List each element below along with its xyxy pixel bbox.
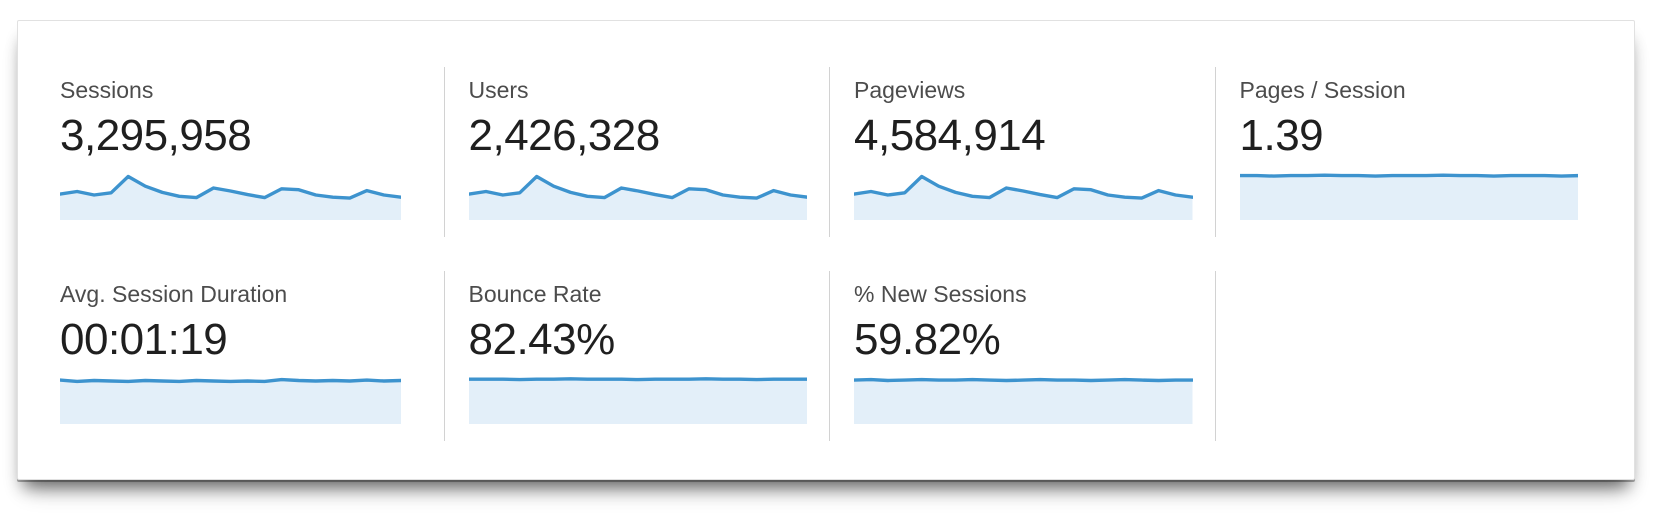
metric-card-avg-session-duration[interactable]: Avg. Session Duration 00:01:19 xyxy=(58,271,444,441)
metric-label: Sessions xyxy=(60,77,154,103)
users-sparkline-chart xyxy=(468,174,807,220)
empty-grid-cell xyxy=(1214,271,1601,441)
metric-label: Pages / Session xyxy=(1239,77,1406,103)
sessions-sparkline-chart xyxy=(60,174,401,220)
metric-card-percent-new-sessions[interactable]: % New Sessions 59.82% xyxy=(829,271,1215,441)
metric-value: 00:01:19 xyxy=(60,315,228,365)
metric-label: Bounce Rate xyxy=(468,281,602,307)
metric-label: % New Sessions xyxy=(854,281,1027,307)
metric-label: Avg. Session Duration xyxy=(60,281,288,307)
metric-card-bounce-rate[interactable]: Bounce Rate 82.43% xyxy=(443,271,830,441)
metric-value: 2,426,328 xyxy=(468,111,661,161)
percent-new-sessions-sparkline-chart xyxy=(854,377,1193,424)
bounce-rate-sparkline-chart xyxy=(468,376,807,424)
metric-value: 59.82% xyxy=(854,315,1001,365)
pages-per-session-sparkline-chart xyxy=(1239,173,1578,220)
metric-card-users[interactable]: Users 2,426,328 xyxy=(443,67,830,237)
metric-label: Users xyxy=(468,77,529,103)
metric-card-pageviews[interactable]: Pageviews 4,584,914 xyxy=(829,67,1215,237)
avg-session-duration-sparkline-chart xyxy=(60,377,401,424)
metric-value: 1.39 xyxy=(1239,111,1324,161)
metric-value: 3,295,958 xyxy=(60,111,252,161)
metric-value: 82.43% xyxy=(468,315,616,365)
metric-label: Pageviews xyxy=(854,77,966,103)
pageviews-sparkline-chart xyxy=(854,174,1193,220)
metric-card-sessions[interactable]: Sessions 3,295,958 xyxy=(58,67,444,237)
metrics-grid: Sessions 3,295,958 Users 2,426,328 Pagev… xyxy=(18,21,1634,441)
metric-value: 4,584,914 xyxy=(854,111,1046,161)
metrics-panel: Sessions 3,295,958 Users 2,426,328 Pagev… xyxy=(17,20,1635,480)
metric-card-pages-per-session[interactable]: Pages / Session 1.39 xyxy=(1214,67,1601,237)
